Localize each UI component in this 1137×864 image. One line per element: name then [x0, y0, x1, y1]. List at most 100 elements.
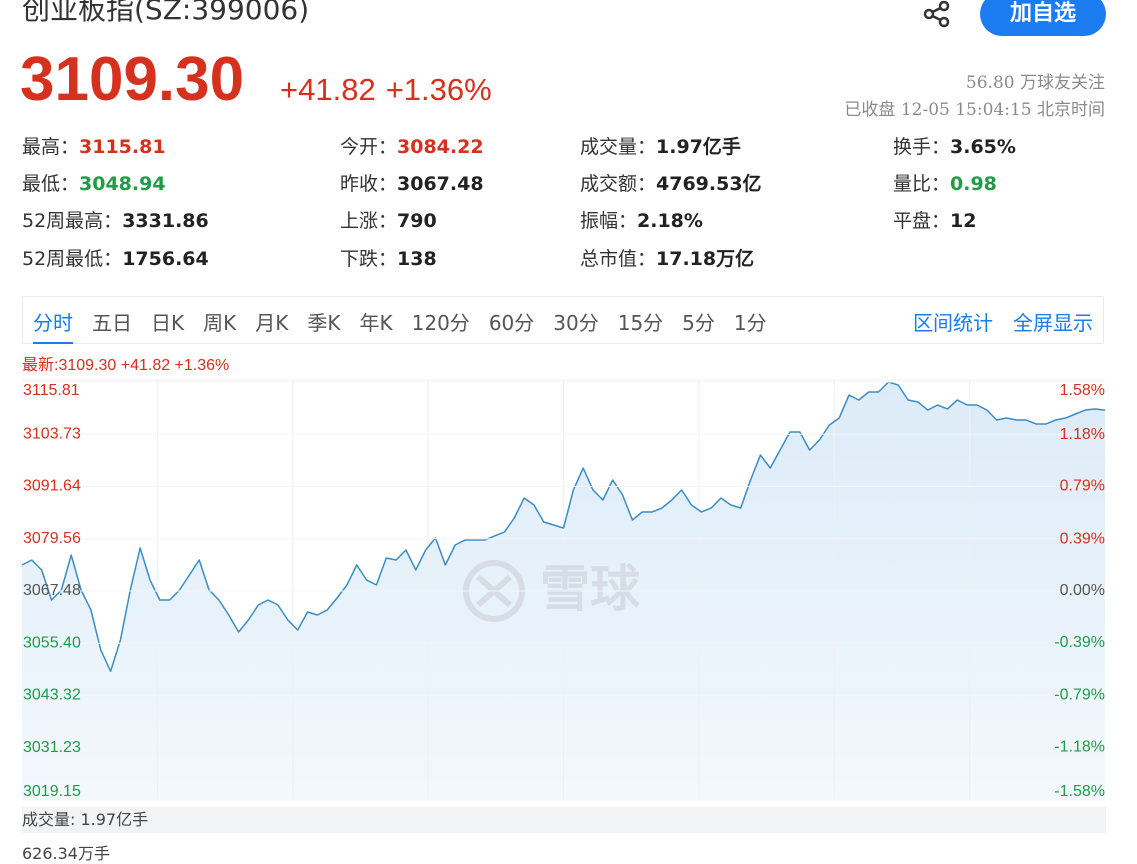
stat: 量比：0.98 [893, 169, 997, 196]
y-tick-label: 3091.64 [23, 478, 81, 495]
stat-label: 振幅： [580, 210, 638, 232]
stat: 最低：3048.94 [22, 169, 166, 196]
stat: 平盘：12 [893, 206, 976, 233]
y2-tick-label: 0.00% [1060, 582, 1105, 599]
tab[interactable]: 月K [255, 311, 289, 335]
tab[interactable]: 60分 [488, 311, 535, 335]
stat-label: 成交量： [580, 136, 657, 158]
market-status: 已收盘 12-05 15:04:15 北京时间 [844, 100, 1105, 120]
price-line [21, 381, 1106, 672]
stat-label: 最低： [22, 173, 80, 195]
tab-list: 分时 五日 日K 周K 月K 季K 年K 120分 60分 30分 15分 5分 1分 [33, 307, 767, 344]
y2-tick-label: -1.58% [1054, 783, 1105, 800]
stats-grid: 最高：3115.81 今开：3084.22 成交量：1.97亿手 换手：3.65% 最低… [22, 132, 1112, 282]
tab[interactable]: 年K [359, 311, 393, 335]
change-percent: +1.36% [385, 72, 492, 107]
volume-max: 626.34万手 [22, 844, 110, 863]
y2-tick-label: 0.79% [1060, 478, 1105, 495]
y-tick-label: 3055.40 [23, 634, 81, 651]
tab-actions: 区间统计 全屏显示 [913, 307, 1093, 336]
stat-label: 平盘： [893, 210, 951, 232]
price: 3109.30 [20, 45, 245, 114]
stat: 总市值：17.18万亿 [580, 244, 754, 271]
stat-value: 3115.81 [79, 136, 166, 158]
tab-action[interactable]: 区间统计 [913, 311, 993, 335]
stat-value: 790 [397, 210, 437, 232]
tab[interactable]: 120分 [411, 311, 470, 335]
stat-label: 量比： [893, 173, 951, 195]
stat: 52周最高：3331.86 [22, 206, 209, 233]
stat-value: 3.65% [950, 136, 1016, 158]
stat-label: 上涨： [340, 210, 398, 232]
stat-label: 昨收： [340, 173, 398, 195]
stat-value: 0.98 [950, 173, 997, 195]
stat-value: 4769.53亿 [656, 173, 762, 195]
period-tabs: 分时 五日 日K 周K 月K 季K 年K 120分 60分 30分 15分 5分 1分 区间统计 全屏显示 [22, 296, 1104, 344]
stat-value: 138 [397, 248, 437, 270]
watermark: 雪球 [463, 560, 641, 622]
y-tick-label: 3067.48 [23, 582, 81, 599]
followers: 56.80 万球友关注 [965, 73, 1105, 93]
stat: 昨收：3067.48 [340, 169, 484, 196]
share-icon[interactable] [922, 0, 952, 30]
stat-value: 3084.22 [397, 136, 484, 158]
y2-tick-label: -1.18% [1054, 738, 1105, 755]
tab[interactable]: 五日 [92, 311, 132, 335]
stock-title: 创业板指(SZ:399006) [22, 0, 310, 26]
stat-label: 最高： [22, 136, 80, 158]
stat: 成交量：1.97亿手 [580, 132, 741, 159]
y2-tick-label: 1.18% [1060, 426, 1105, 443]
volume-bar: 成交量: 1.97亿手 [22, 807, 1106, 833]
stat: 上涨：790 [340, 206, 437, 233]
y2-tick-label: 0.39% [1060, 531, 1105, 548]
add-watchlist-button[interactable]: 加自选 [980, 0, 1106, 36]
y-tick-label: 3019.15 [23, 783, 81, 800]
stat-value: 1756.64 [122, 248, 209, 270]
stat-label: 52周最高： [22, 210, 123, 232]
stat-label: 换手： [893, 136, 951, 158]
tab[interactable]: 30分 [553, 311, 599, 335]
stat-value: 3048.94 [79, 173, 166, 195]
volume-label: 成交量: 1.97亿手 [22, 810, 149, 829]
tab-action[interactable]: 全屏显示 [1013, 311, 1093, 335]
stat-label: 总市值： [580, 248, 657, 270]
tab[interactable]: 日K [151, 311, 185, 335]
stat-value: 3067.48 [397, 173, 484, 195]
stat: 换手：3.65% [893, 132, 1016, 159]
stat-label: 52周最低： [22, 248, 123, 270]
stat: 成交额：4769.53亿 [580, 169, 762, 196]
stat-value: 1.97亿手 [656, 136, 741, 158]
stat: 今开：3084.22 [340, 132, 484, 159]
stat-value: 17.18万亿 [656, 248, 755, 270]
chart-legend: 最新:3109.30 +41.82 +1.36% [22, 357, 230, 374]
stat: 振幅：2.18% [580, 206, 703, 233]
tab[interactable]: 5分 [682, 311, 715, 335]
stat-label: 今开： [340, 136, 398, 158]
y2-tick-label: 1.58% [1060, 382, 1105, 399]
change: +41.82 +1.36% [280, 72, 492, 108]
tab[interactable]: 周K [203, 311, 237, 335]
tab[interactable]: 15分 [617, 311, 664, 335]
y2-tick-label: -0.39% [1054, 634, 1105, 651]
y-tick-label: 3079.56 [23, 530, 81, 547]
tab[interactable]: 1分 [733, 311, 767, 335]
stat-value: 2.18% [637, 210, 703, 232]
y-tick-label: 3103.73 [23, 425, 81, 442]
stat: 下跌：138 [340, 244, 437, 271]
price-area [22, 382, 1105, 800]
tab[interactable]: 季K [307, 311, 341, 335]
y-tick-label: 3031.23 [23, 739, 81, 756]
change-value: +41.82 [280, 72, 376, 107]
stat-label: 成交额： [580, 173, 657, 195]
y-tick-label: 3115.81 [23, 382, 80, 399]
y2-tick-label: -0.79% [1054, 687, 1105, 704]
y-tick-label: 3043.32 [23, 687, 81, 704]
stat: 最高：3115.81 [22, 132, 166, 159]
stat-value: 3331.86 [122, 210, 209, 232]
stat-value: 12 [950, 210, 977, 232]
stat: 52周最低：1756.64 [22, 244, 209, 271]
tab[interactable]: 分时 [33, 307, 73, 344]
watermark-text: 雪球 [540, 561, 641, 617]
